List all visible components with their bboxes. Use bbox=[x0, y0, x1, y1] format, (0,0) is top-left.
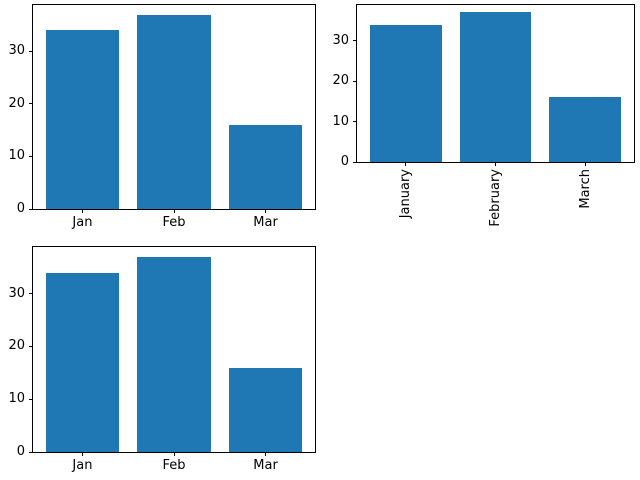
y-tick-label: 10 bbox=[8, 148, 25, 164]
y-tick bbox=[29, 398, 33, 400]
x-tick-label: February bbox=[488, 169, 503, 227]
x-tick bbox=[81, 209, 83, 213]
x-tick bbox=[584, 162, 586, 166]
y-tick-label: 0 bbox=[16, 444, 25, 459]
x-tick bbox=[405, 162, 407, 166]
x-tick-label: March bbox=[577, 169, 593, 209]
subplot-top-left: Jan Feb Mar 0 10 20 30 bbox=[8, 4, 316, 230]
x-tick-label: January bbox=[398, 169, 414, 219]
x-tick bbox=[495, 162, 496, 166]
y-tick bbox=[29, 155, 33, 157]
x-tick bbox=[173, 209, 175, 213]
y-tick-label: 20 bbox=[8, 95, 25, 111]
x-tick-label: Feb bbox=[162, 215, 186, 230]
y-tick-label: 20 bbox=[332, 73, 349, 89]
bar-mar bbox=[228, 124, 303, 209]
x-tick-label: Feb bbox=[162, 458, 186, 473]
x-tick bbox=[265, 209, 267, 213]
x-tick bbox=[81, 452, 83, 456]
y-tick bbox=[29, 208, 33, 210]
bar-march bbox=[549, 97, 622, 162]
y-tick-label: 20 bbox=[8, 338, 25, 354]
y-tick bbox=[353, 40, 357, 42]
y-tick-label: 30 bbox=[332, 32, 349, 48]
y-tick bbox=[29, 103, 33, 105]
y-tick bbox=[29, 345, 33, 347]
x-tick-label: Jan bbox=[72, 458, 93, 473]
x-tick-label: Mar bbox=[253, 215, 278, 230]
x-tick bbox=[173, 452, 175, 456]
y-tick-label: 0 bbox=[16, 201, 25, 216]
y-tick-label: 30 bbox=[8, 43, 25, 59]
bar-jan bbox=[45, 272, 120, 452]
y-tick-label: 0 bbox=[340, 154, 349, 169]
x-tick-label: Mar bbox=[253, 458, 278, 473]
y-tick bbox=[353, 161, 357, 163]
x-tick-label: Jan bbox=[72, 215, 93, 230]
bar-feb bbox=[137, 14, 211, 209]
y-tick-label: 10 bbox=[8, 391, 25, 407]
x-tick bbox=[265, 452, 267, 456]
y-tick bbox=[29, 50, 33, 52]
bar-feb bbox=[137, 256, 211, 452]
y-tick-label: 30 bbox=[8, 285, 25, 301]
subplot-bottom-left: Jan Feb Mar 0 10 20 30 bbox=[8, 246, 316, 473]
bar-january bbox=[369, 24, 442, 162]
y-tick bbox=[353, 121, 357, 123]
y-tick-label: 10 bbox=[332, 113, 349, 129]
subplot-top-right: January February March 0 10 20 30 bbox=[332, 4, 635, 227]
bar-mar bbox=[228, 367, 303, 452]
y-tick bbox=[29, 451, 33, 453]
y-tick bbox=[353, 80, 357, 82]
bar-february bbox=[459, 12, 532, 162]
bar-jan bbox=[45, 30, 120, 209]
y-tick bbox=[29, 293, 33, 295]
